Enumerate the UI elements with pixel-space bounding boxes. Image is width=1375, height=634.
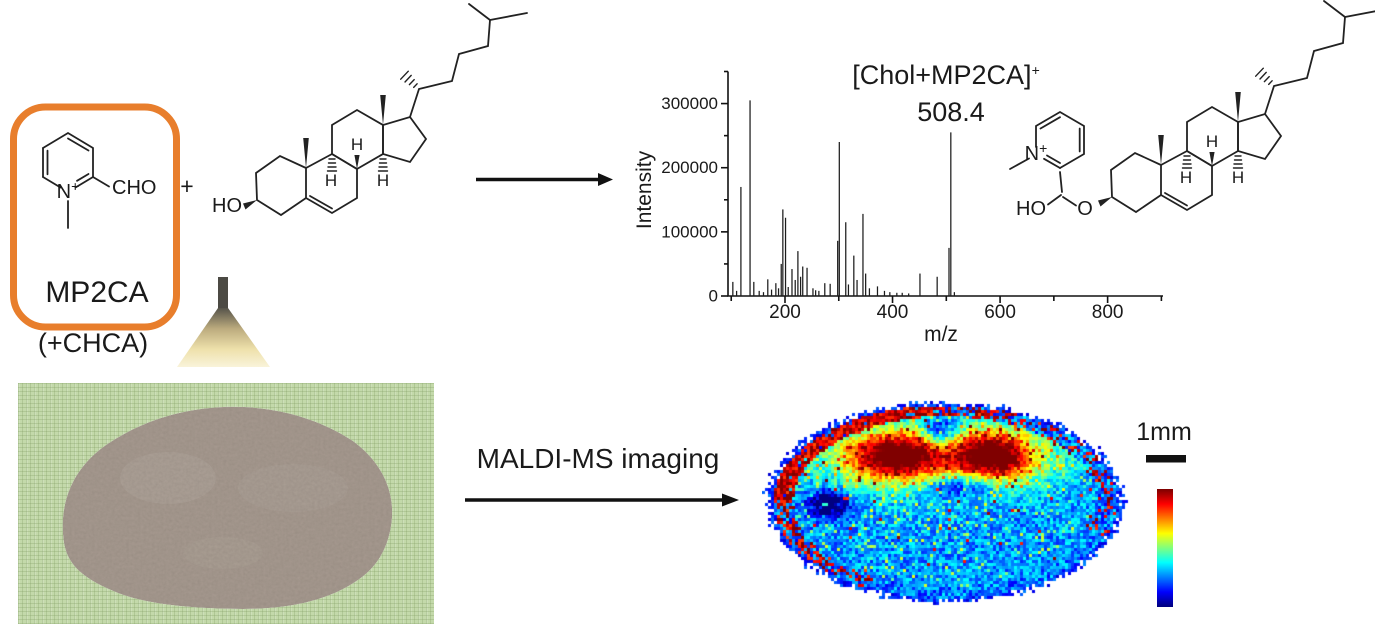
matrix-spray-icon [177, 277, 270, 367]
product-n-label: N+ [1025, 140, 1048, 165]
product-ho-label: HO [1016, 198, 1046, 220]
product-o-label: O [1077, 198, 1093, 220]
svg-text:800: 800 [1092, 302, 1124, 323]
adduct-title: [Chol+MP2CA]+ [852, 60, 1040, 90]
svg-text:300000: 300000 [661, 94, 718, 113]
intensity-colorbar [1157, 489, 1173, 607]
svg-text:600: 600 [984, 302, 1016, 323]
mp2ca-structure: N+ CHO [42, 131, 156, 229]
plus-sign: + [180, 173, 193, 199]
svg-text:100000: 100000 [661, 222, 718, 241]
mp2ca-name: MP2CA [45, 276, 148, 309]
reaction-arrow [476, 173, 613, 186]
product-h3-label: H [1232, 168, 1244, 187]
product-structure: H H H N+ HO O [1009, 0, 1375, 220]
maldi-imaging-arrow [465, 493, 739, 507]
spectrum-xlabel: m/z [924, 323, 958, 346]
cholesterol-h1-label: H [351, 135, 363, 154]
svg-text:400: 400 [877, 302, 909, 323]
spectrum-ylabel: Intensity [633, 150, 656, 229]
svg-text:200: 200 [769, 302, 801, 323]
scale-label: 1mm [1136, 418, 1192, 446]
tissue-photo [18, 383, 434, 624]
tissue-blob [62, 406, 393, 609]
svg-text:200000: 200000 [661, 158, 718, 177]
peak-mz-annotation: 508.4 [917, 97, 985, 127]
mp2ca-n-label: N+ [57, 178, 80, 203]
scale-bar [1146, 455, 1186, 463]
svg-text:0: 0 [709, 287, 718, 306]
tissue-section-image [62, 406, 393, 609]
product-h2-label: H [1180, 168, 1192, 187]
maldi-imaging-label: MALDI-MS imaging [477, 443, 720, 474]
cholesterol-h3-label: H [377, 171, 389, 190]
mp2ca-cho-label: CHO [112, 177, 156, 199]
mp2ca-highlight-box [10, 103, 180, 331]
product-h1-label: H [1206, 132, 1218, 151]
cholesterol-ho-label: HO [212, 195, 242, 217]
cholesterol-h2-label: H [325, 171, 337, 190]
spectrum-peaks-and-ticks: 200 400 600 800 0 100000 200000 300000 [661, 70, 1163, 323]
ms-image-heatmap [762, 392, 1142, 627]
mass-spectrum: 200 400 600 800 0 100000 200000 300000 Intensit… [633, 60, 1163, 346]
chca-label: (+CHCA) [38, 328, 148, 358]
cholesterol-structure: HO H H H [212, 3, 528, 217]
